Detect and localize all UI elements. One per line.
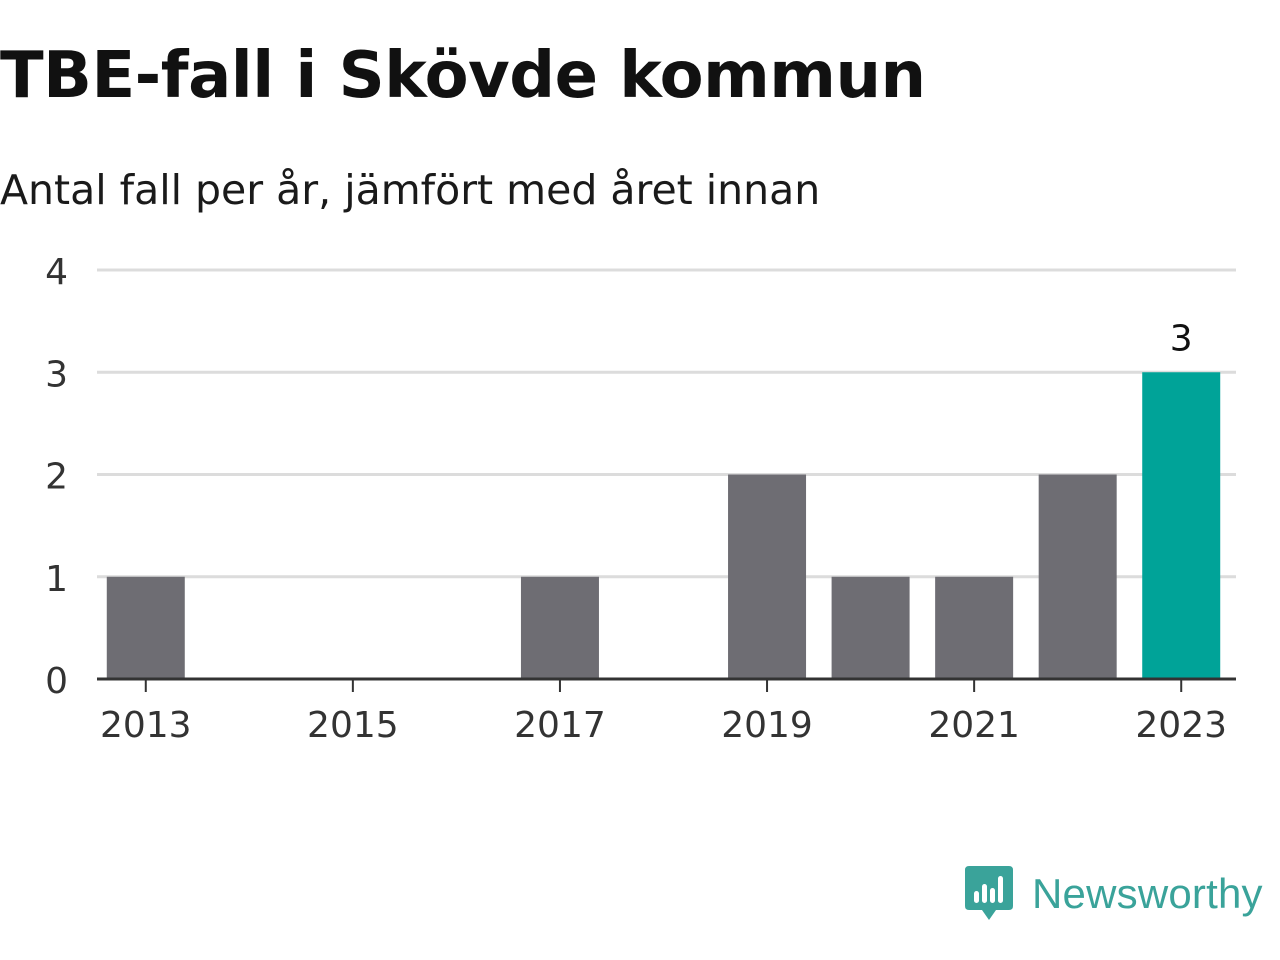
labels: 0 1 2 3 4 3 2013 2015 2017 2019 2021 2023	[45, 252, 1227, 746]
y-tick-label-2: 2	[45, 457, 68, 498]
chart-subtitle: Antal fall per år, jämfört med året inna…	[0, 166, 821, 214]
newsworthy-brand: Newsworthy	[964, 862, 1263, 926]
y-tick-label-3: 3	[45, 354, 68, 395]
chart-title: TBE-fall i Skövde kommun	[0, 39, 926, 113]
x-tick-label-2017: 2017	[514, 705, 606, 746]
data-label-2023: 3	[1170, 318, 1193, 359]
x-tick-label-2019: 2019	[721, 705, 813, 746]
y-tick-label-1: 1	[45, 559, 68, 600]
bar-2013	[106, 576, 185, 679]
bar-2019	[728, 474, 807, 679]
y-tick-label-0: 0	[45, 661, 68, 702]
bar-2023	[1142, 372, 1221, 679]
bar-2021	[935, 576, 1014, 679]
y-tick-label-4: 4	[45, 252, 68, 293]
x-tick-label-2015: 2015	[307, 705, 399, 746]
bars	[106, 372, 1221, 679]
bar-2017	[520, 576, 599, 679]
axes	[97, 677, 1236, 692]
x-tick-label-2013: 2013	[100, 705, 192, 746]
bar-2022	[1038, 474, 1117, 679]
x-tick-label-2023: 2023	[1135, 705, 1227, 746]
bar-2020	[831, 576, 910, 679]
brand-name: Newsworthy	[1032, 870, 1263, 917]
newsworthy-logo-icon	[965, 866, 1013, 920]
x-tick-label-2021: 2021	[928, 705, 1020, 746]
